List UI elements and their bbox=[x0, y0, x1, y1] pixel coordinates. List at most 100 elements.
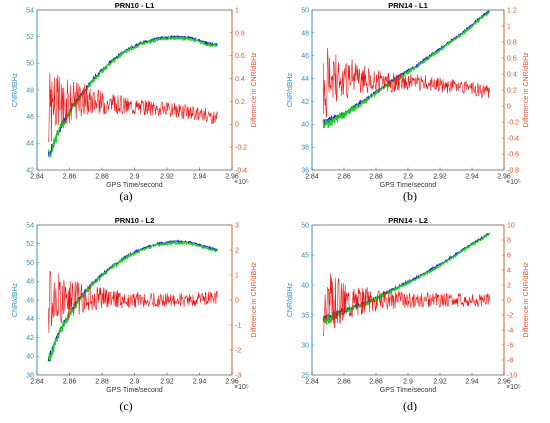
y-left-tick-label: 48 bbox=[301, 30, 309, 37]
y-right-axis-label: Difference in CNR/dBHz bbox=[523, 52, 530, 128]
y-left-tick-label: 35 bbox=[301, 312, 309, 319]
y-left-tick-label: 54 bbox=[26, 222, 34, 229]
x-tick-label: 2.94 bbox=[465, 174, 479, 181]
x-tick-label: 2.86 bbox=[337, 174, 351, 181]
series-cnr-channel1 bbox=[322, 232, 491, 323]
y-left-tick-label: 44 bbox=[301, 76, 309, 83]
x-tick-label: 2.92 bbox=[160, 379, 174, 386]
chart-panel: 2.84 2.86 2.88 2.9 2.92 2.94 2.96253035404550-… bbox=[287, 216, 530, 413]
y-left-tick-label: 50 bbox=[26, 61, 34, 68]
y-left-tick-label: 38 bbox=[26, 372, 34, 379]
y-left-tick-label: 42 bbox=[26, 167, 34, 174]
y-left-tick-label: 40 bbox=[26, 354, 34, 361]
y-right-tick-label: 0.8 bbox=[235, 30, 245, 37]
chart-panel: 2.84 2.86 2.88 2.9 2.92 2.94 2.96 42 44 46 48 50 52 5… bbox=[12, 1, 258, 203]
y-right-tick-label: -0.4 bbox=[235, 167, 247, 174]
x-axis-label: GPS Time/second bbox=[380, 387, 437, 394]
y-right-tick-label: 4 bbox=[507, 267, 511, 274]
y-left-axis-label: CNR/dBHz bbox=[12, 282, 19, 317]
y-right-tick-label: -0.8 bbox=[507, 167, 519, 174]
y-left-tick-label: 36 bbox=[301, 167, 309, 174]
y-right-tick-label: 1 bbox=[235, 7, 239, 14]
y-right-tick-label: 0 bbox=[235, 297, 239, 304]
panel-label: (b) bbox=[403, 189, 417, 203]
chart-title: PRN14 - L1 bbox=[388, 1, 428, 10]
chart-title: PRN10 - L2 bbox=[115, 216, 155, 225]
plot-area bbox=[322, 10, 491, 129]
y-right-axis-label: Difference in CNR/dBHz bbox=[251, 262, 258, 338]
plot-frame bbox=[36, 9, 233, 171]
y-left-tick-label: 48 bbox=[26, 87, 34, 94]
y-right-tick-label: 3 bbox=[235, 222, 239, 229]
y-right-tick-label: -8 bbox=[507, 357, 513, 364]
x-tick-label: 2.9 bbox=[403, 174, 413, 181]
y-left-tick-label: 40 bbox=[301, 122, 309, 129]
x-tick-label: 2.86 bbox=[337, 379, 351, 386]
y-right-tick-label: 8 bbox=[507, 237, 511, 244]
x-tick-label: 2.94 bbox=[465, 379, 479, 386]
y-right-tick-label: 0.4 bbox=[235, 76, 245, 83]
series-cnr-channel2 bbox=[322, 10, 491, 129]
x-tick-label: 2.96 bbox=[497, 174, 511, 181]
y-right-tick-label: -3 bbox=[235, 372, 241, 379]
panel-label: (d) bbox=[403, 399, 417, 413]
y-left-tick-label: 50 bbox=[301, 7, 309, 14]
chart-title: PRN10 - L1 bbox=[115, 1, 155, 10]
y-left-tick-label: 52 bbox=[26, 34, 34, 41]
y-left-tick-label: 50 bbox=[301, 222, 309, 229]
y-left-tick-label: 46 bbox=[301, 53, 309, 60]
y-right-tick-label: 0.2 bbox=[507, 87, 517, 94]
y-left-tick-label: 30 bbox=[301, 342, 309, 349]
x-tick-label: 2.84 bbox=[305, 174, 319, 181]
x-axis-exponent: ×10⁵ bbox=[506, 384, 521, 391]
y-left-tick-label: 44 bbox=[26, 141, 34, 148]
series-cnr-channel1 bbox=[322, 10, 490, 129]
series-cnr-difference bbox=[322, 47, 490, 118]
y-left-tick-label: 25 bbox=[301, 372, 309, 379]
y-right-tick-label: -1 bbox=[235, 322, 241, 329]
y-right-tick-label: 2 bbox=[507, 282, 511, 289]
y-right-axis-label: Difference in CNR/dBHz bbox=[251, 52, 258, 128]
x-tick-label: 2.84 bbox=[305, 379, 319, 386]
x-tick-label: 2.88 bbox=[369, 379, 383, 386]
y-right-tick-label: -10 bbox=[507, 372, 517, 379]
x-tick-label: 2.96 bbox=[497, 379, 511, 386]
x-tick-label: 2.9 bbox=[130, 174, 140, 181]
chart-panel: 2.84 2.86 2.88 2.9 2.92 2.94 2.96 38 40 42 44 46 48 5… bbox=[12, 216, 258, 413]
x-axis-label: GPS Time/second bbox=[106, 182, 163, 189]
plot-area bbox=[322, 232, 491, 336]
x-tick-label: 2.94 bbox=[193, 174, 207, 181]
y-right-axis-label: Difference in CNR/dBHz bbox=[523, 262, 530, 338]
x-tick-label: 2.84 bbox=[30, 174, 44, 181]
y-right-tick-label: 0 bbox=[507, 297, 511, 304]
y-right-tick-label: -0.6 bbox=[507, 151, 519, 158]
series-cnr-channel2 bbox=[322, 232, 491, 325]
y-left-tick-label: 48 bbox=[26, 279, 34, 286]
x-tick-label: 2.92 bbox=[433, 379, 447, 386]
x-axis-exponent: ×10⁵ bbox=[506, 179, 521, 186]
y-right-tick-label: 0 bbox=[235, 122, 239, 129]
x-tick-label: 2.9 bbox=[403, 379, 413, 386]
y-right-tick-label: -4 bbox=[507, 327, 513, 334]
x-axis-label: GPS Time/second bbox=[106, 387, 163, 394]
y-left-tick-label: 42 bbox=[301, 99, 309, 106]
x-axis-exponent: ×10⁵ bbox=[234, 179, 249, 186]
series-cnr-difference bbox=[48, 72, 218, 143]
y-right-tick-label: -2 bbox=[507, 312, 513, 319]
y-left-tick-label: 52 bbox=[26, 241, 34, 248]
y-right-tick-label: 0.8 bbox=[507, 39, 517, 46]
x-tick-label: 2.96 bbox=[225, 379, 239, 386]
y-right-tick-label: 0.6 bbox=[235, 53, 245, 60]
y-right-tick-label: 0 bbox=[507, 103, 511, 110]
y-right-tick-label: -0.4 bbox=[507, 135, 519, 142]
y-left-axis-label: CNR/dBHz bbox=[287, 72, 294, 107]
y-right-tick-label: 1 bbox=[507, 23, 511, 30]
y-left-tick-label: 46 bbox=[26, 297, 34, 304]
y-left-tick-label: 45 bbox=[301, 252, 309, 259]
x-tick-label: 2.86 bbox=[63, 379, 77, 386]
plot-area bbox=[47, 239, 218, 363]
x-tick-label: 2.88 bbox=[369, 174, 383, 181]
y-right-tick-label: 1 bbox=[235, 272, 239, 279]
x-tick-label: 2.94 bbox=[193, 379, 207, 386]
